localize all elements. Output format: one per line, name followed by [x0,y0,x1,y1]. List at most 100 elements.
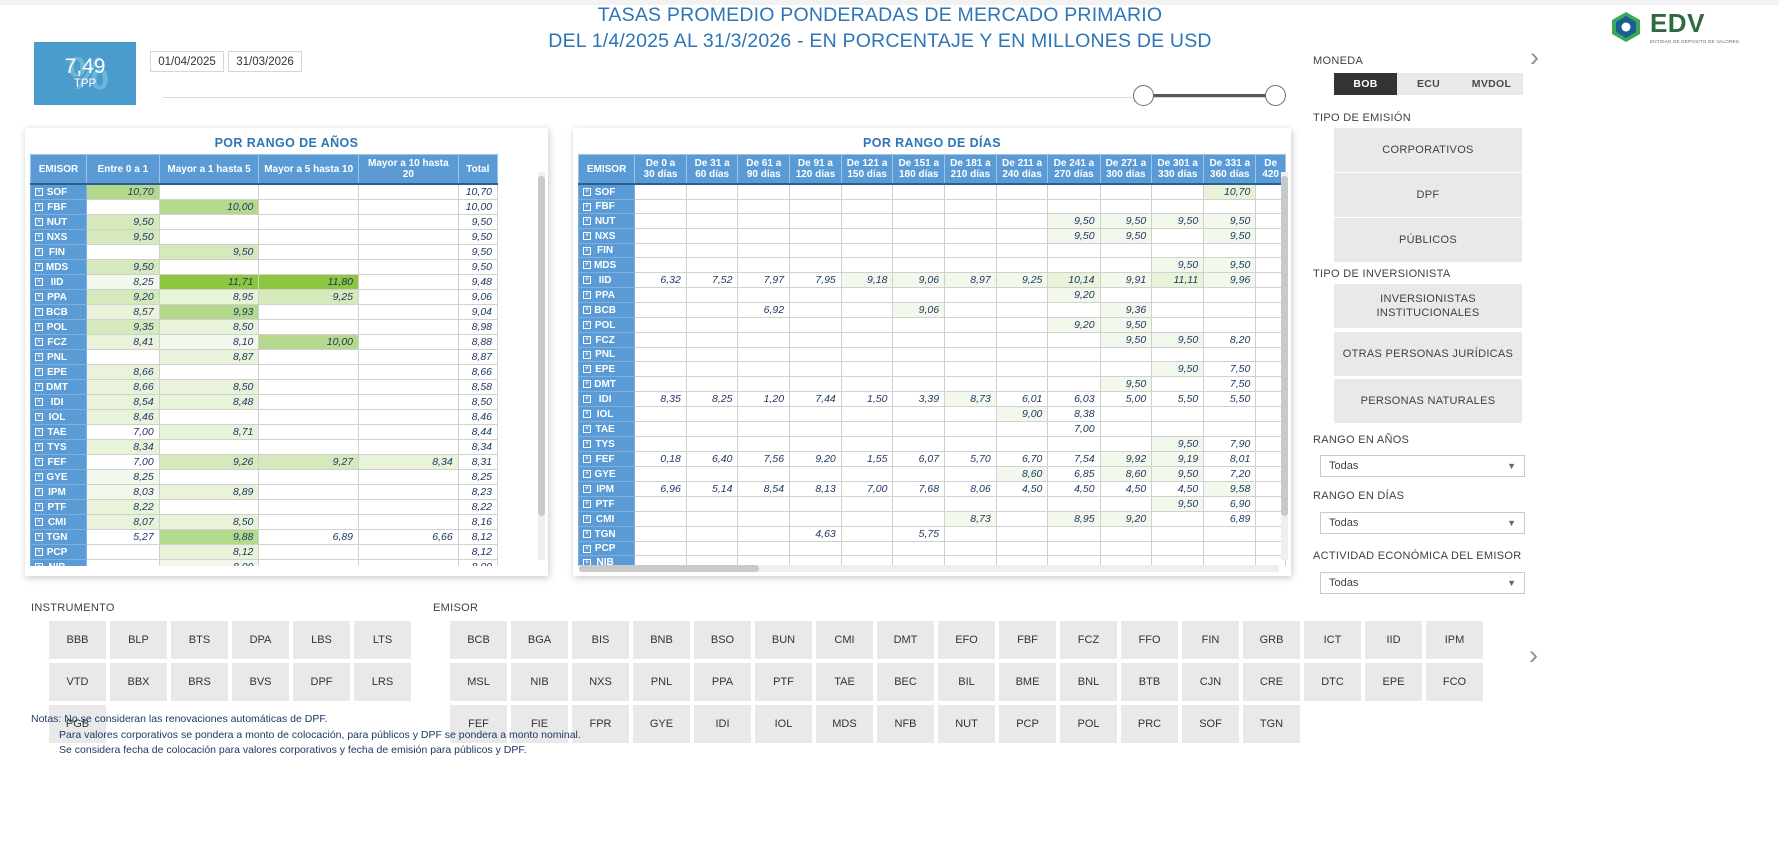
expand-plus-icon[interactable]: + [35,338,43,346]
expand-plus-icon[interactable]: + [35,293,43,301]
row-emisor[interactable]: + NUT [578,213,636,229]
emisor-button-bil[interactable]: BIL [938,663,995,701]
row-emisor[interactable]: + GYE [30,469,87,485]
row-emisor[interactable]: + EPE [30,364,87,380]
instrumento-button-bvs[interactable]: BVS [232,663,289,701]
expand-plus-icon[interactable]: + [583,425,591,433]
expand-plus-icon[interactable]: + [35,458,43,466]
expand-right-chevron-icon[interactable]: › [1530,42,1539,72]
table-row[interactable]: + TGN 5,27 9,88 6,89 6,66 8,12 [30,529,498,545]
emisor-button-cjn[interactable]: CJN [1182,663,1239,701]
emisor-button-tae[interactable]: TAE [816,663,873,701]
table-row[interactable]: + GYE 8,25 8,25 [30,469,498,485]
row-emisor[interactable]: +NIB [30,559,87,566]
expand-plus-icon[interactable]: + [35,518,43,526]
row-emisor[interactable]: + POL [30,319,87,335]
row-emisor[interactable]: + EPE [578,361,636,377]
expand-plus-icon[interactable]: + [35,398,43,406]
expand-plus-icon[interactable]: + [583,470,591,478]
expand-plus-icon[interactable]: + [583,232,591,240]
emisor-button-bnb[interactable]: BNB [633,621,690,659]
emisor-button-cre[interactable]: CRE [1243,663,1300,701]
date-slider-track[interactable] [163,97,1281,98]
expand-plus-icon[interactable]: + [583,410,591,418]
expand-plus-icon[interactable]: + [583,440,591,448]
emisor-button-pol[interactable]: POL [1060,705,1117,743]
row-emisor[interactable]: + MDS [30,259,87,275]
expand-plus-icon[interactable]: + [583,202,591,211]
years-vscroll-thumb[interactable] [538,176,545,516]
table-row[interactable]: + FCZ 9,50 9,50 8,20 [578,332,1286,348]
col-header[interactable]: De 91 a 120 días [789,154,842,185]
emisor-button-sof[interactable]: SOF [1182,705,1239,743]
row-emisor[interactable]: + FIN [30,244,87,260]
instrumento-button-dpf[interactable]: DPF [293,663,350,701]
table-row[interactable]: + CMI 8,07 8,50 8,16 [30,514,498,530]
table-row[interactable]: + IID 8,25 11,71 11,80 9,48 [30,274,498,290]
emisor-button-nxs[interactable]: NXS [572,663,629,701]
table-row[interactable]: + PCP [578,541,1286,556]
expand-plus-icon[interactable]: + [35,488,43,496]
emisor-button-fco[interactable]: FCO [1426,663,1483,701]
table-row[interactable]: + IDI 8,35 8,25 1,20 7,44 1,50 3,39 8,73 6,01 6,03… [578,391,1286,407]
row-emisor[interactable]: + PNL [578,347,636,362]
emisor-button-tgn[interactable]: TGN [1243,705,1300,743]
emisor-button-ict[interactable]: ICT [1304,621,1361,659]
emisor-button-mds[interactable]: MDS [816,705,873,743]
row-emisor[interactable]: + CMI [578,511,636,527]
expand-plus-icon[interactable]: + [583,485,591,493]
expand-plus-icon[interactable]: + [583,246,591,255]
row-emisor[interactable]: + TGN [578,526,636,542]
days-vscroll-thumb[interactable] [1281,176,1288,516]
row-emisor[interactable]: + PNL [30,349,87,365]
tipo-emision-dpf[interactable]: DPF [1334,173,1522,217]
table-row[interactable]: + PTF 9,50 6,90 [578,496,1286,512]
emisor-button-bun[interactable]: BUN [755,621,812,659]
expand-plus-icon[interactable]: + [583,336,591,344]
table-row[interactable]: + PPA 9,20 [578,287,1286,303]
table-row[interactable]: + FIN [578,243,1286,258]
col-header[interactable]: De 420 [1255,154,1286,185]
row-emisor[interactable]: + IID [30,274,87,290]
col-header[interactable]: Mayor a 10 hasta 20 [358,154,459,185]
table-row[interactable]: + GYE 8,60 6,85 8,60 9,50 7,20 [578,466,1286,482]
tipo-emision-corporativos[interactable]: CORPORATIVOS [1334,128,1522,172]
table-row[interactable]: + FBF 10,00 10,00 [30,199,498,215]
table-row[interactable]: + FCZ 8,41 8,10 10,00 8,88 [30,334,498,350]
table-row[interactable]: + DMT 8,66 8,50 8,58 [30,379,498,395]
expand-plus-icon[interactable]: + [583,530,591,538]
table-row[interactable]: + PCP 8,12 8,12 [30,544,498,560]
emisor-button-pnl[interactable]: PNL [633,663,690,701]
emisor-button-prc[interactable]: PRC [1121,705,1178,743]
table-row[interactable]: + FEF 0,18 6,40 7,56 9,20 1,55 6,07 5,70 6,70 7,54… [578,451,1286,467]
table-row[interactable]: + PNL [578,347,1286,362]
table-row[interactable]: + IPM 8,03 8,89 8,23 [30,484,498,500]
instrumento-button-lrs[interactable]: LRS [354,663,411,701]
days-hscroll-thumb[interactable] [579,565,759,572]
row-emisor[interactable]: + FIN [578,243,636,258]
table-row[interactable]: + PPA 9,20 8,95 9,25 9,06 [30,289,498,305]
row-emisor[interactable]: + GYE [578,466,636,482]
table-row[interactable]: + FEF 7,00 9,26 9,27 8,34 8,31 [30,454,498,470]
moneda-segmented-control[interactable]: BOB ECU MVDOL [1334,73,1523,95]
expand-plus-icon[interactable]: + [35,443,43,451]
instrumento-button-lbs[interactable]: LBS [293,621,350,659]
row-emisor[interactable]: + FEF [578,451,636,467]
days-table-scroll[interactable]: EMISOR De 0 a 30 días De 31 a 60 días De 61… [578,154,1286,566]
table-row[interactable]: + CMI 8,73 8,95 9,20 6,89 [578,511,1286,527]
emisor-button-idi[interactable]: IDI [694,705,751,743]
row-emisor[interactable]: + PCP [578,541,636,556]
table-row[interactable]: + TGN 4,63 5,75 [578,526,1286,542]
expand-plus-icon[interactable]: + [35,263,43,271]
row-emisor[interactable]: + TAE [578,421,636,437]
expand-plus-icon[interactable]: + [35,323,43,331]
col-header[interactable]: EMISOR [578,154,636,185]
emisor-button-fie[interactable]: FIE [511,705,568,743]
emisor-button-efo[interactable]: EFO [938,621,995,659]
rango-anios-dropdown[interactable]: Todas ▼ [1320,455,1525,477]
row-emisor[interactable]: + NXS [578,228,636,244]
row-emisor[interactable]: + TYS [578,436,636,452]
instrumento-button-brs[interactable]: BRS [171,663,228,701]
row-emisor[interactable]: + IOL [578,406,636,422]
expand-plus-icon[interactable]: + [35,218,43,226]
